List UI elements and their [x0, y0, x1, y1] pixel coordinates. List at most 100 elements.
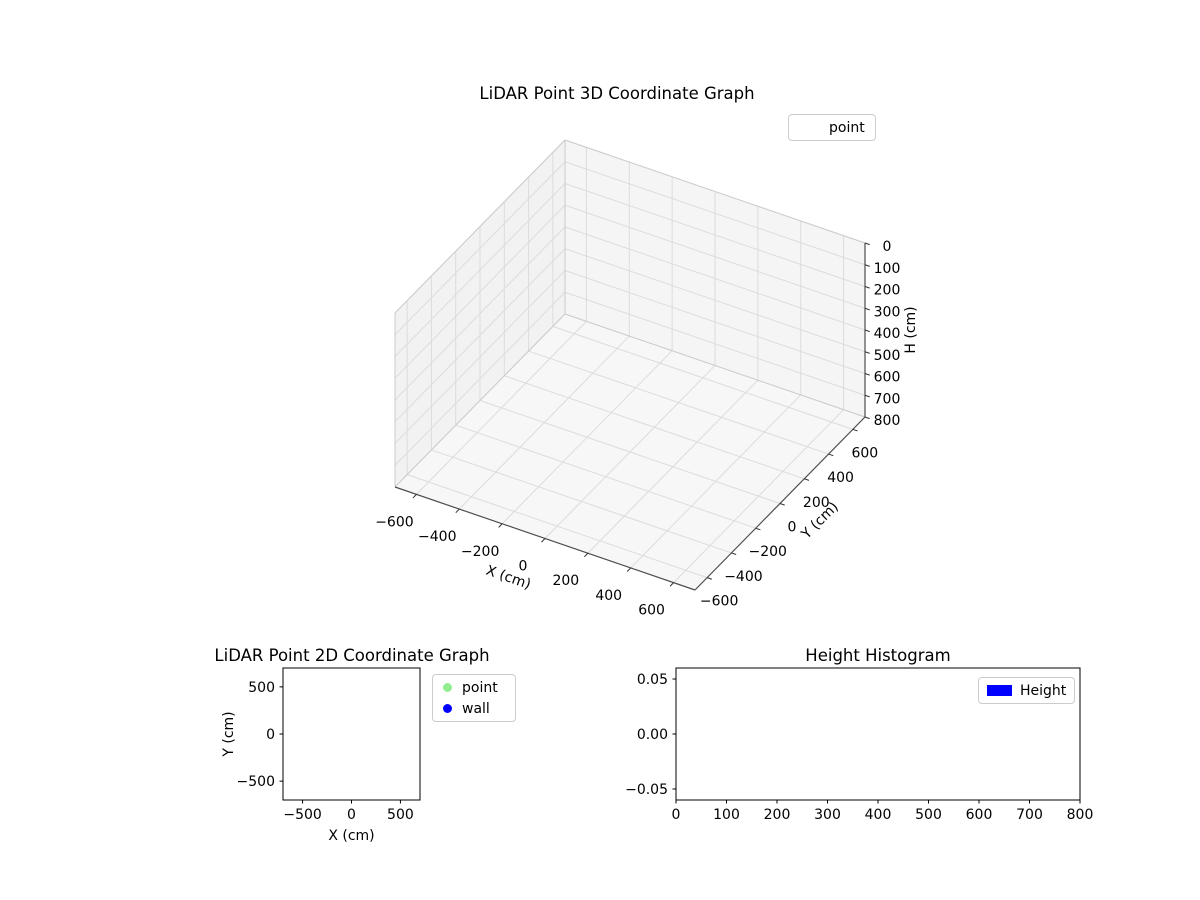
plot-hist-y-tick-label: 0.00	[637, 727, 668, 743]
x-tick	[455, 508, 460, 514]
y-tick-label-3d: 0	[788, 520, 797, 536]
legend-2d-row-point: point	[433, 677, 515, 698]
legend-2d: point wall	[432, 674, 516, 722]
title-2d: LiDAR Point 2D Coordinate Graph	[214, 646, 490, 665]
title-3d: LiDAR Point 3D Coordinate Graph	[479, 84, 755, 103]
z-tick-label-3d: 700	[874, 391, 901, 407]
gridline	[394, 204, 566, 379]
plot-hist-x-tick-label: 100	[713, 807, 740, 823]
legend-histogram-height-swatch-icon	[987, 685, 1012, 696]
x-tick-label-3d: −400	[418, 529, 456, 545]
gridline	[552, 325, 854, 430]
gridline	[564, 270, 866, 374]
gridline	[564, 204, 866, 309]
z-tick	[864, 264, 870, 267]
x-tick	[626, 567, 632, 572]
legend-3d-row-point: point	[789, 117, 875, 138]
z-tick-label-3d: 500	[874, 348, 901, 364]
y-tick	[755, 527, 761, 531]
legend-2d-wall-label: wall	[462, 700, 490, 717]
y-tick-label-3d: 400	[827, 470, 854, 486]
z-tick-label-3d: 400	[874, 326, 901, 342]
x-tick-label-3d: 200	[552, 573, 579, 589]
legend-histogram-height-label: Height	[1020, 682, 1067, 699]
title-histogram: Height Histogram	[805, 646, 951, 665]
y-tick	[706, 577, 713, 580]
gridline	[394, 291, 566, 466]
y-tick-label-3d: 600	[851, 445, 878, 461]
x-tick-label-3d: −200	[461, 544, 499, 560]
x-tick-label-3d: 0	[519, 559, 528, 575]
y-tick-label-3d: −400	[724, 569, 762, 585]
z-tick	[864, 329, 870, 333]
box-edge	[394, 313, 566, 488]
z-tick	[864, 351, 870, 354]
gridline	[479, 400, 781, 504]
z-tick-label-3d: 300	[874, 304, 901, 320]
plot-hist-x-tick-label: 800	[1067, 807, 1094, 823]
y-tick-label-3d: −200	[748, 544, 786, 560]
x-tick-label-3d: 600	[638, 603, 665, 619]
plot-hist-x-tick-label: 700	[1016, 807, 1043, 823]
x-tick	[583, 552, 589, 558]
plot-hist-y-tick-label: 0.05	[637, 672, 668, 688]
y-tick	[731, 552, 737, 556]
z-tick	[864, 242, 870, 246]
gridline	[455, 424, 756, 529]
z-tick-label-3d: 100	[874, 261, 901, 277]
gridline	[394, 183, 566, 357]
plot-2d-y-tick-label: 0	[266, 727, 275, 743]
plot-hist-y-tick-label: −0.05	[625, 782, 668, 798]
x-tick	[541, 538, 546, 543]
y-tick	[828, 453, 834, 457]
gridline	[564, 291, 866, 396]
z-tick-label-3d: 800	[874, 413, 901, 429]
gridline	[564, 183, 866, 287]
point-marker-blank	[799, 123, 823, 133]
legend-3d-point-label: point	[829, 119, 865, 136]
legend-histogram: Height	[978, 677, 1076, 704]
gridline	[504, 375, 805, 480]
z-tick	[864, 373, 870, 376]
plot-2d-y-axis-label: Y (cm)	[221, 711, 237, 757]
plot-hist-x-tick-label: 200	[764, 807, 791, 823]
legend-3d: point	[788, 114, 876, 141]
y-tick-label-3d: 200	[803, 495, 830, 511]
plot-2d-x-tick-label: −500	[283, 807, 321, 823]
plot-2d-x-axis-label: X (cm)	[328, 828, 374, 844]
legend-2d-point-marker-icon	[443, 683, 452, 692]
legend-2d-wall-marker-icon	[443, 704, 452, 713]
plot-2d-y-tick-label: 500	[248, 680, 275, 696]
plot-hist-x-tick-label: 0	[672, 807, 681, 823]
y-tick	[804, 478, 810, 481]
box-edge	[394, 139, 566, 314]
gridline	[394, 248, 566, 423]
plot-2d-x-tick-label: 0	[347, 807, 356, 823]
z-tick	[864, 416, 870, 420]
x-tick-label-3d: −600	[375, 514, 413, 530]
gridline	[406, 474, 708, 579]
x-tick-label-3d: 400	[595, 588, 622, 604]
z-tick-label-3d: 0	[883, 239, 892, 255]
x-tick	[669, 582, 674, 587]
gridline	[564, 226, 866, 331]
plot-hist-x-tick-label: 500	[915, 807, 942, 823]
gridline	[394, 161, 566, 336]
z-tick-label-3d: 600	[874, 370, 901, 386]
plot-hist-x-tick-label: 400	[865, 807, 892, 823]
y-tick	[852, 428, 858, 432]
x-tick	[412, 494, 417, 499]
z-tick-label-3d: 200	[874, 283, 901, 299]
gridline	[394, 226, 566, 401]
z-tick	[864, 286, 870, 289]
z-tick	[864, 394, 870, 398]
legend-2d-row-wall: wall	[433, 698, 515, 719]
plot-2d-y-tick-label: −500	[237, 774, 275, 790]
legend-histogram-row-height: Height	[979, 680, 1074, 701]
plot-2d-x-tick-label: 500	[387, 807, 414, 823]
box-edge	[564, 139, 866, 244]
plot-hist-x-tick-label: 600	[966, 807, 993, 823]
z-axis-label-3d: H (cm)	[903, 306, 919, 353]
